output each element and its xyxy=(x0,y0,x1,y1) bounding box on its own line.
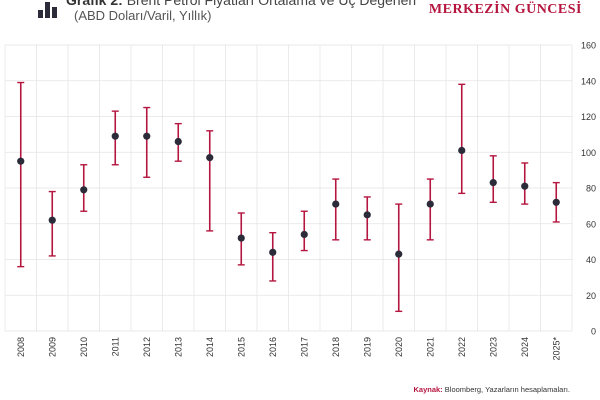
x-tick-label: 2013 xyxy=(173,337,183,357)
mean-point xyxy=(269,248,277,256)
source-note: Kaynak: Bloomberg, Yazarların hesaplamal… xyxy=(413,385,571,394)
mean-point xyxy=(143,132,151,140)
x-tick-label: 2021 xyxy=(425,337,435,357)
x-tick-label: 2023 xyxy=(488,337,498,357)
mean-point xyxy=(552,198,560,206)
x-tick-label: 2011 xyxy=(110,337,120,356)
x-tick-label: 2020 xyxy=(394,337,404,357)
brand-logo: MERKEZİN GÜNCESİ xyxy=(428,2,582,17)
x-tick-label: 2014 xyxy=(205,337,215,357)
chart-header: Grafik 2: Brent Petrol Fiyatları Ortalam… xyxy=(0,0,600,40)
y-tick-label: 100 xyxy=(581,148,596,158)
x-tick-label: 2019 xyxy=(362,337,372,357)
x-tick-label: 2022 xyxy=(457,337,467,357)
mean-point xyxy=(237,234,245,242)
chart-subtitle: (ABD Doları/Varil, Yıllık) xyxy=(74,8,212,23)
x-tick-label: 2024 xyxy=(520,337,530,357)
mean-point xyxy=(521,182,529,190)
y-tick-label: 80 xyxy=(586,184,596,194)
mean-point xyxy=(300,230,308,239)
y-tick-label: 140 xyxy=(581,76,596,86)
mean-point xyxy=(458,146,466,155)
mean-point xyxy=(363,211,371,219)
mean-point xyxy=(174,137,182,146)
x-tick-label: 2017 xyxy=(299,337,309,357)
mean-point xyxy=(426,200,434,208)
mean-point xyxy=(111,132,119,140)
y-tick-label: 40 xyxy=(586,255,596,265)
x-tick-label: 2009 xyxy=(47,337,57,357)
x-tick-label: 2008 xyxy=(16,337,26,357)
y-tick-label: 20 xyxy=(586,291,596,301)
chart-title: Grafik 2: Brent Petrol Fiyatları Ortalam… xyxy=(66,0,417,8)
mean-point xyxy=(17,157,25,165)
mean-point xyxy=(489,179,497,187)
x-tick-label: 2015 xyxy=(236,337,246,357)
x-tick-label: 2010 xyxy=(79,337,89,357)
mean-point xyxy=(332,200,340,208)
mean-point xyxy=(48,216,56,224)
y-tick-label: 0 xyxy=(591,327,596,337)
x-tick-label: 2025* xyxy=(551,337,561,361)
mean-point xyxy=(80,186,88,194)
x-tick-label: 2018 xyxy=(331,337,341,357)
y-tick-label: 120 xyxy=(581,112,596,122)
mean-point xyxy=(206,154,214,162)
mean-point xyxy=(395,250,403,258)
y-tick-label: 60 xyxy=(586,219,596,229)
bar-logo-icon xyxy=(36,0,60,18)
x-tick-label: 2012 xyxy=(142,337,152,357)
x-tick-label: 2016 xyxy=(268,337,278,357)
y-tick-label: 160 xyxy=(581,41,596,51)
